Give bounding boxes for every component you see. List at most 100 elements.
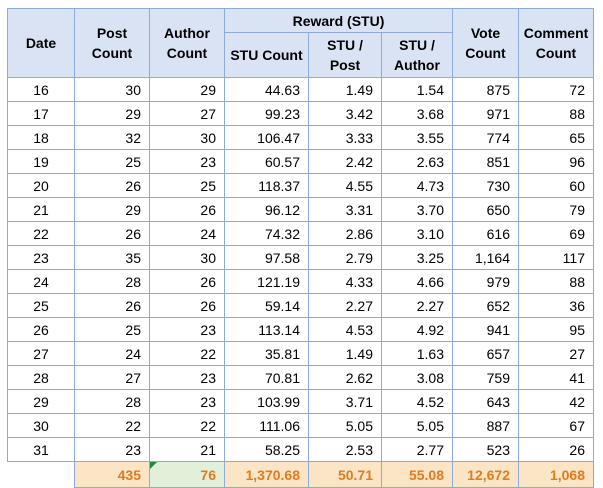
cell-post-count: 27 [74, 365, 150, 390]
header-stu-count: STU Count [224, 32, 309, 78]
cell-stu-count: 59.14 [224, 293, 309, 318]
cell-vote-count: 875 [452, 77, 519, 102]
cell-author-count: 23 [149, 317, 225, 342]
header-comment-count-line2: Count [535, 45, 577, 61]
cell-post-count: 28 [74, 269, 150, 294]
cell-vote-count: 979 [452, 269, 519, 294]
total-author-count-value: 76 [200, 466, 216, 483]
header-vote-count-line2: Count [465, 45, 506, 61]
cell-stu-per-author: 3.08 [381, 365, 453, 390]
cell-comment-count: 69 [518, 221, 594, 246]
cell-vote-count: 652 [452, 293, 519, 318]
cell-date: 27 [7, 341, 75, 366]
table-row: 18 32 30 106.47 3.33 3.55 774 65 [7, 125, 594, 150]
table-row: 23 35 30 97.58 2.79 3.25 1,164 117 [7, 245, 594, 270]
cell-stu-count: 44.63 [224, 77, 309, 102]
cell-author-count: 26 [149, 197, 225, 222]
table-row: 31 23 21 58.25 2.53 2.77 523 26 [7, 437, 594, 462]
cell-date: 26 [7, 317, 75, 342]
header-author-count: Author Count [149, 8, 225, 78]
cell-author-count: 22 [149, 341, 225, 366]
cell-date: 24 [7, 269, 75, 294]
cell-stu-per-author: 4.52 [381, 389, 453, 414]
cell-stu-per-post: 2.27 [308, 293, 382, 318]
total-vote-count: 12,672 [452, 461, 519, 488]
cell-stu-per-author: 3.10 [381, 221, 453, 246]
totals-date-blank [7, 461, 75, 488]
table-row: 21 29 26 96.12 3.31 3.70 650 79 [7, 197, 594, 222]
cell-stu-count: 121.19 [224, 269, 309, 294]
table-row: 22 26 24 74.32 2.86 3.10 616 69 [7, 221, 594, 246]
cell-author-count: 23 [149, 389, 225, 414]
cell-date: 21 [7, 197, 75, 222]
header-date: Date [7, 8, 75, 78]
cell-date: 29 [7, 389, 75, 414]
cell-comment-count: 26 [518, 437, 594, 462]
header-stu-per-post: STU / Post [308, 32, 382, 78]
cell-vote-count: 650 [452, 197, 519, 222]
cell-author-count: 25 [149, 173, 225, 198]
cell-stu-per-author: 5.05 [381, 413, 453, 438]
cell-date: 28 [7, 365, 75, 390]
cell-stu-count: 106.47 [224, 125, 309, 150]
cell-stu-count: 103.99 [224, 389, 309, 414]
stats-table-container: Date Post Count Author Count Reward (STU… [7, 8, 594, 488]
header-stu-per-author-line1: STU / [399, 37, 435, 53]
cell-stu-count: 74.32 [224, 221, 309, 246]
cell-stu-per-author: 1.54 [381, 77, 453, 102]
stats-table: Date Post Count Author Count Reward (STU… [7, 8, 594, 488]
cell-vote-count: 616 [452, 221, 519, 246]
cell-post-count: 29 [74, 197, 150, 222]
cell-comment-count: 65 [518, 125, 594, 150]
cell-stu-per-post: 4.53 [308, 317, 382, 342]
cell-stu-count: 113.14 [224, 317, 309, 342]
cell-stu-per-author: 1.63 [381, 341, 453, 366]
cell-post-count: 23 [74, 437, 150, 462]
cell-stu-per-author: 2.77 [381, 437, 453, 462]
cell-date: 22 [7, 221, 75, 246]
table-body: 16 30 29 44.63 1.49 1.54 875 72 17 29 27 99.23 3.42 3… [7, 77, 594, 462]
table-row: 30 22 22 111.06 5.05 5.05 887 67 [7, 413, 594, 438]
total-stu-per-author: 55.08 [381, 461, 453, 488]
cell-author-count: 30 [149, 125, 225, 150]
cell-stu-per-post: 5.05 [308, 413, 382, 438]
cell-author-count: 26 [149, 293, 225, 318]
table-row: 28 27 23 70.81 2.62 3.08 759 41 [7, 365, 594, 390]
cell-comment-count: 41 [518, 365, 594, 390]
cell-comment-count: 27 [518, 341, 594, 366]
cell-author-count: 29 [149, 77, 225, 102]
cell-vote-count: 887 [452, 413, 519, 438]
header-author-count-line2: Count [166, 45, 208, 61]
cell-stu-per-post: 1.49 [308, 341, 382, 366]
cell-stu-count: 99.23 [224, 101, 309, 126]
cell-author-count: 27 [149, 101, 225, 126]
cell-stu-per-author: 4.73 [381, 173, 453, 198]
table-row: 19 25 23 60.57 2.42 2.63 851 96 [7, 149, 594, 174]
cell-stu-per-author: 4.92 [381, 317, 453, 342]
cell-stu-per-post: 3.31 [308, 197, 382, 222]
cell-vote-count: 657 [452, 341, 519, 366]
cell-stu-per-post: 3.42 [308, 101, 382, 126]
cell-vote-count: 1,164 [452, 245, 519, 270]
table-totals: 435 76 1,370.68 50.71 55.08 12,672 1,068 [7, 461, 594, 488]
total-post-count: 435 [74, 461, 150, 488]
cell-stu-count: 60.57 [224, 149, 309, 174]
cell-author-count: 23 [149, 365, 225, 390]
header-comment-count: Comment Count [518, 8, 594, 78]
cell-comment-count: 88 [518, 101, 594, 126]
cell-comment-count: 60 [518, 173, 594, 198]
cell-date: 18 [7, 125, 75, 150]
cell-post-count: 29 [74, 101, 150, 126]
cell-vote-count: 759 [452, 365, 519, 390]
cell-comment-count: 95 [518, 317, 594, 342]
cell-post-count: 26 [74, 221, 150, 246]
cell-stu-per-author: 3.55 [381, 125, 453, 150]
total-comment-count: 1,068 [518, 461, 594, 488]
cell-post-count: 26 [74, 293, 150, 318]
total-author-count: 76 [149, 461, 225, 488]
header-stu-per-author: STU / Author [381, 32, 453, 78]
cell-comment-count: 79 [518, 197, 594, 222]
cell-stu-count: 35.81 [224, 341, 309, 366]
total-stu-per-post: 50.71 [308, 461, 382, 488]
cell-vote-count: 643 [452, 389, 519, 414]
